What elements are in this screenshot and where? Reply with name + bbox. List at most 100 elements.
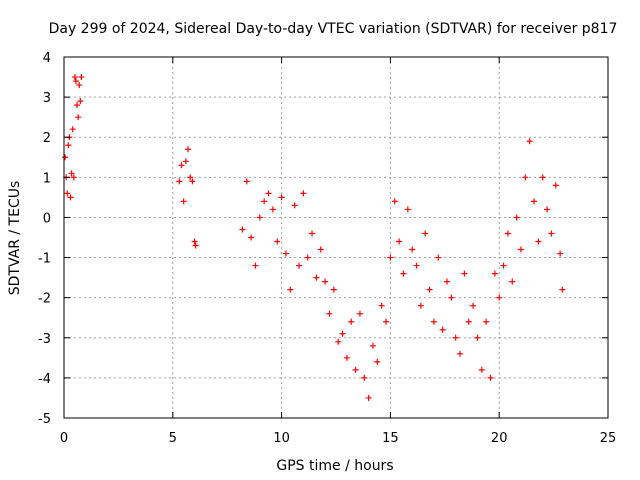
data-point (400, 270, 407, 277)
data-point (509, 278, 516, 285)
y-tick-label: 4 (43, 51, 51, 66)
data-point (526, 138, 533, 145)
data-point (426, 286, 433, 293)
data-point (387, 254, 394, 261)
x-axis-label: GPS time / hours (276, 458, 393, 474)
data-point (535, 238, 542, 245)
data-point (282, 250, 289, 257)
data-point (75, 114, 82, 121)
data-point (261, 198, 268, 205)
x-tick-label: 5 (169, 431, 177, 446)
data-point (185, 146, 192, 153)
x-tick-label: 10 (273, 431, 290, 446)
x-tick-label: 0 (60, 431, 68, 446)
data-point (68, 170, 75, 177)
data-point (522, 174, 529, 181)
data-point (557, 250, 564, 257)
data-point (72, 78, 79, 85)
data-point (265, 190, 272, 197)
data-point (378, 302, 385, 309)
data-point (483, 318, 490, 325)
data-point (504, 230, 511, 237)
y-tick-label: -3 (38, 332, 51, 347)
data-point (452, 334, 459, 341)
data-point (309, 230, 316, 237)
y-tick-label: -5 (38, 412, 51, 427)
data-point (278, 194, 285, 201)
data-point (352, 366, 359, 373)
data-point (474, 334, 481, 341)
data-point (191, 238, 198, 245)
data-point (496, 294, 503, 301)
data-point (67, 194, 74, 201)
data-point (322, 278, 329, 285)
plot-frame (63, 56, 609, 419)
data-point (326, 310, 333, 317)
y-tick-label: -1 (38, 252, 51, 267)
data-point (243, 178, 250, 185)
data-point (448, 294, 455, 301)
data-point (300, 190, 307, 197)
data-point (71, 74, 78, 81)
data-point (348, 318, 355, 325)
data-point (539, 174, 546, 181)
chart-title: Day 299 of 2024, Sidereal Day-to-day VTE… (49, 21, 618, 37)
grid-lines (64, 57, 608, 418)
data-point (396, 238, 403, 245)
data-point (409, 246, 416, 253)
data-point (291, 202, 298, 209)
axis-ticks: 0 5 10 15 20 25 -5 -4 -3 -2 -1 0 1 2 3 4 (38, 51, 616, 446)
data-point (465, 318, 472, 325)
data-point (552, 182, 559, 189)
data-point (417, 302, 424, 309)
data-point (513, 214, 520, 221)
data-point (404, 206, 411, 213)
data-point (339, 330, 346, 337)
data-point (457, 350, 464, 357)
data-point (256, 214, 263, 221)
data-points (62, 74, 566, 401)
data-point (383, 318, 390, 325)
data-point (470, 302, 477, 309)
data-point (77, 98, 84, 105)
data-point (369, 342, 376, 349)
data-point (544, 206, 551, 213)
data-point (248, 234, 255, 241)
y-tick-label: 3 (43, 91, 51, 106)
data-point (182, 158, 189, 165)
data-point (330, 286, 337, 293)
data-point (361, 374, 368, 381)
y-tick-label: 2 (43, 131, 51, 146)
data-point (443, 278, 450, 285)
data-point (365, 394, 372, 401)
data-point (391, 198, 398, 205)
y-tick-label: -2 (38, 292, 51, 307)
data-point (192, 242, 199, 249)
data-point (64, 190, 71, 197)
data-point (317, 246, 324, 253)
data-point (461, 270, 468, 277)
y-tick-label: -4 (38, 372, 51, 387)
data-point (343, 354, 350, 361)
data-point (335, 338, 342, 345)
data-point (478, 366, 485, 373)
data-point (500, 262, 507, 269)
x-tick-label: 25 (600, 431, 617, 446)
data-point (252, 262, 259, 269)
data-point (178, 162, 185, 169)
x-tick-label: 15 (382, 431, 399, 446)
data-point (548, 230, 555, 237)
y-tick-label: 0 (43, 211, 51, 226)
data-point (274, 238, 281, 245)
data-point (559, 286, 566, 293)
data-point (491, 270, 498, 277)
data-point (180, 198, 187, 205)
data-point (413, 262, 420, 269)
data-point (439, 326, 446, 333)
data-point (78, 74, 85, 81)
data-point (74, 102, 81, 109)
data-point (239, 226, 246, 233)
y-axis-label: SDTVAR / TECUs (7, 181, 23, 296)
data-point (269, 206, 276, 213)
